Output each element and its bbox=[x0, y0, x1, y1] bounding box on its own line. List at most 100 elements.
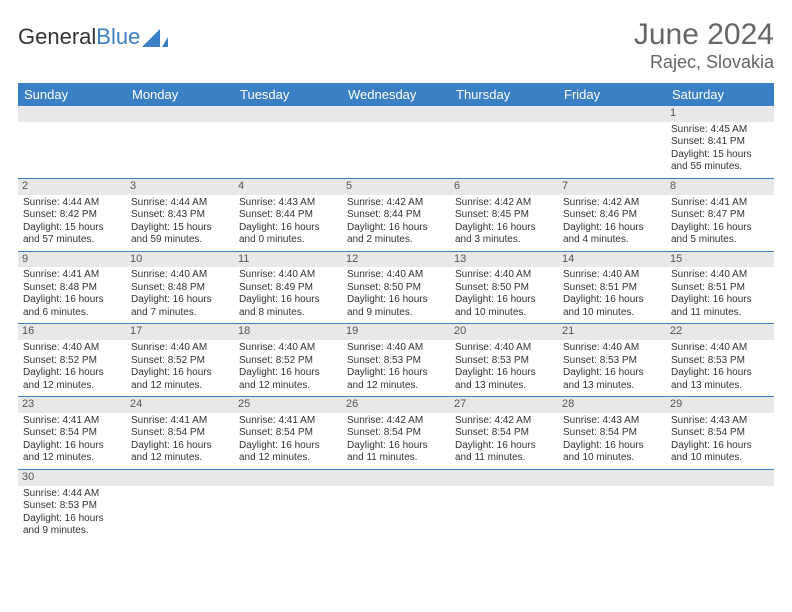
day-detail: Sunrise: 4:45 AMSunset: 8:41 PMDaylight:… bbox=[670, 124, 770, 174]
sunrise-text: Sunrise: 4:41 AM bbox=[131, 415, 229, 428]
daylight-text: Daylight: 16 hours and 12 minutes. bbox=[23, 440, 121, 465]
day-number bbox=[342, 106, 450, 122]
day-number: 28 bbox=[558, 397, 666, 413]
day-detail: Sunrise: 4:40 AMSunset: 8:51 PMDaylight:… bbox=[670, 269, 770, 319]
sunrise-text: Sunrise: 4:44 AM bbox=[23, 488, 121, 501]
day-cell: 27Sunrise: 4:42 AMSunset: 8:54 PMDayligh… bbox=[450, 397, 558, 470]
weekday-header: Sunday bbox=[18, 83, 126, 106]
sunrise-text: Sunrise: 4:43 AM bbox=[563, 415, 661, 428]
day-number bbox=[342, 470, 450, 486]
sunset-text: Sunset: 8:52 PM bbox=[239, 355, 337, 368]
sunrise-text: Sunrise: 4:44 AM bbox=[131, 197, 229, 210]
day-number bbox=[234, 106, 342, 122]
sunrise-text: Sunrise: 4:40 AM bbox=[671, 269, 769, 282]
day-cell: 15Sunrise: 4:40 AMSunset: 8:51 PMDayligh… bbox=[666, 251, 774, 324]
day-number: 24 bbox=[126, 397, 234, 413]
day-detail: Sunrise: 4:40 AMSunset: 8:53 PMDaylight:… bbox=[562, 342, 662, 392]
day-detail: Sunrise: 4:41 AMSunset: 8:54 PMDaylight:… bbox=[238, 415, 338, 465]
day-number: 14 bbox=[558, 252, 666, 268]
daylight-text: Daylight: 15 hours and 57 minutes. bbox=[23, 222, 121, 247]
day-number: 8 bbox=[666, 179, 774, 195]
weekday-header: Saturday bbox=[666, 83, 774, 106]
daylight-text: Daylight: 16 hours and 11 minutes. bbox=[347, 440, 445, 465]
sunrise-text: Sunrise: 4:41 AM bbox=[239, 415, 337, 428]
day-detail: Sunrise: 4:41 AMSunset: 8:54 PMDaylight:… bbox=[22, 415, 122, 465]
sunrise-text: Sunrise: 4:42 AM bbox=[455, 197, 553, 210]
day-cell bbox=[342, 106, 450, 178]
sunrise-text: Sunrise: 4:45 AM bbox=[671, 124, 769, 137]
day-detail: Sunrise: 4:40 AMSunset: 8:50 PMDaylight:… bbox=[346, 269, 446, 319]
brand-logo: GeneralBlue bbox=[18, 18, 168, 50]
day-detail: Sunrise: 4:40 AMSunset: 8:53 PMDaylight:… bbox=[670, 342, 770, 392]
day-number: 9 bbox=[18, 252, 126, 268]
day-detail: Sunrise: 4:40 AMSunset: 8:52 PMDaylight:… bbox=[22, 342, 122, 392]
sunrise-text: Sunrise: 4:40 AM bbox=[23, 342, 121, 355]
day-cell: 19Sunrise: 4:40 AMSunset: 8:53 PMDayligh… bbox=[342, 324, 450, 397]
day-number: 26 bbox=[342, 397, 450, 413]
daylight-text: Daylight: 16 hours and 10 minutes. bbox=[563, 294, 661, 319]
day-cell: 3Sunrise: 4:44 AMSunset: 8:43 PMDaylight… bbox=[126, 178, 234, 251]
sunset-text: Sunset: 8:50 PM bbox=[455, 282, 553, 295]
daylight-text: Daylight: 16 hours and 12 minutes. bbox=[239, 367, 337, 392]
day-cell: 26 Sunrise: 4:42 AMSunset: 8:54 PMDayligh… bbox=[342, 397, 450, 470]
sunrise-text: Sunrise: 4:40 AM bbox=[671, 342, 769, 355]
sunset-text: Sunset: 8:50 PM bbox=[347, 282, 445, 295]
sunset-text: Sunset: 8:48 PM bbox=[131, 282, 229, 295]
day-cell: 25Sunrise: 4:41 AMSunset: 8:54 PMDayligh… bbox=[234, 397, 342, 470]
sunset-text: Sunset: 8:54 PM bbox=[563, 427, 661, 440]
day-number bbox=[450, 470, 558, 486]
day-cell bbox=[342, 469, 450, 541]
day-cell: 24Sunrise: 4:41 AMSunset: 8:54 PMDayligh… bbox=[126, 397, 234, 470]
sunset-text: Sunset: 8:43 PM bbox=[131, 209, 229, 222]
day-detail: Sunrise: 4:42 AMSunset: 8:54 PMDaylight:… bbox=[454, 415, 554, 465]
day-detail: Sunrise: 4:40 AMSunset: 8:50 PMDaylight:… bbox=[454, 269, 554, 319]
day-cell: 14Sunrise: 4:40 AMSunset: 8:51 PMDayligh… bbox=[558, 251, 666, 324]
daylight-text: Daylight: 16 hours and 12 minutes. bbox=[131, 440, 229, 465]
sunset-text: Sunset: 8:42 PM bbox=[23, 209, 121, 222]
daylight-text: Daylight: 16 hours and 3 minutes. bbox=[455, 222, 553, 247]
sunrise-text: Sunrise: 4:42 AM bbox=[347, 415, 445, 428]
daylight-text: Daylight: 16 hours and 12 minutes. bbox=[23, 367, 121, 392]
day-cell: 2Sunrise: 4:44 AMSunset: 8:42 PMDaylight… bbox=[18, 178, 126, 251]
day-cell: 17Sunrise: 4:40 AMSunset: 8:52 PMDayligh… bbox=[126, 324, 234, 397]
sunrise-text: Sunrise: 4:41 AM bbox=[23, 269, 121, 282]
day-number: 10 bbox=[126, 252, 234, 268]
day-cell: 12Sunrise: 4:40 AMSunset: 8:50 PMDayligh… bbox=[342, 251, 450, 324]
day-cell bbox=[234, 106, 342, 178]
sunrise-text: Sunrise: 4:40 AM bbox=[347, 269, 445, 282]
sunrise-text: Sunrise: 4:40 AM bbox=[239, 342, 337, 355]
day-number bbox=[126, 470, 234, 486]
day-cell: 23Sunrise: 4:41 AMSunset: 8:54 PMDayligh… bbox=[18, 397, 126, 470]
day-cell bbox=[666, 469, 774, 541]
daylight-text: Daylight: 16 hours and 0 minutes. bbox=[239, 222, 337, 247]
sunrise-text: Sunrise: 4:40 AM bbox=[563, 342, 661, 355]
daylight-text: Daylight: 16 hours and 11 minutes. bbox=[671, 294, 769, 319]
day-detail: Sunrise: 4:40 AMSunset: 8:53 PMDaylight:… bbox=[346, 342, 446, 392]
day-cell: 11Sunrise: 4:40 AMSunset: 8:49 PMDayligh… bbox=[234, 251, 342, 324]
day-number: 5 bbox=[342, 179, 450, 195]
sunrise-text: Sunrise: 4:42 AM bbox=[347, 197, 445, 210]
sail-icon bbox=[142, 27, 168, 47]
day-number: 3 bbox=[126, 179, 234, 195]
daylight-text: Daylight: 16 hours and 5 minutes. bbox=[671, 222, 769, 247]
day-cell: 6Sunrise: 4:42 AMSunset: 8:45 PMDaylight… bbox=[450, 178, 558, 251]
daylight-text: Daylight: 16 hours and 10 minutes. bbox=[671, 440, 769, 465]
sunset-text: Sunset: 8:54 PM bbox=[347, 427, 445, 440]
day-number: 16 bbox=[18, 324, 126, 340]
week-row: 1Sunrise: 4:45 AMSunset: 8:41 PMDaylight… bbox=[18, 106, 774, 178]
day-number: 6 bbox=[450, 179, 558, 195]
day-number: 22 bbox=[666, 324, 774, 340]
day-cell bbox=[234, 469, 342, 541]
sunset-text: Sunset: 8:53 PM bbox=[23, 500, 121, 513]
weekday-header: Monday bbox=[126, 83, 234, 106]
day-detail: Sunrise: 4:40 AMSunset: 8:52 PMDaylight:… bbox=[238, 342, 338, 392]
day-number: 20 bbox=[450, 324, 558, 340]
sunset-text: Sunset: 8:52 PM bbox=[131, 355, 229, 368]
day-detail: Sunrise: 4:42 AMSunset: 8:54 PMDaylight:… bbox=[346, 415, 446, 465]
week-row: 16Sunrise: 4:40 AMSunset: 8:52 PMDayligh… bbox=[18, 324, 774, 397]
sunset-text: Sunset: 8:49 PM bbox=[239, 282, 337, 295]
day-detail: Sunrise: 4:42 AMSunset: 8:44 PMDaylight:… bbox=[346, 197, 446, 247]
sunset-text: Sunset: 8:53 PM bbox=[671, 355, 769, 368]
sunset-text: Sunset: 8:54 PM bbox=[455, 427, 553, 440]
location: Rajec, Slovakia bbox=[634, 52, 774, 73]
